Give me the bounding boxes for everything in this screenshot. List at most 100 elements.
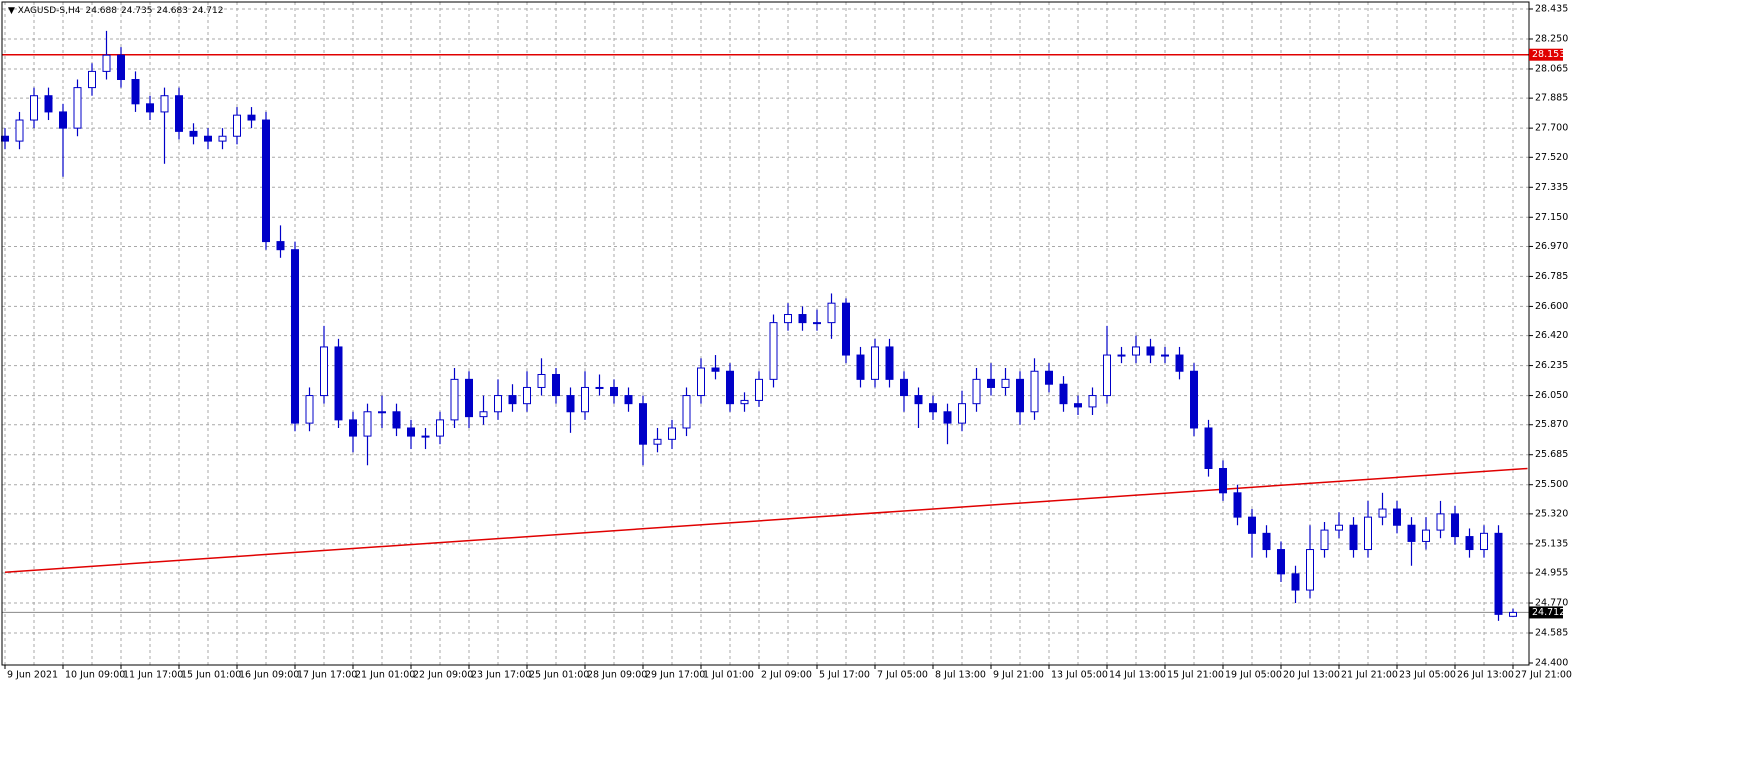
x-tick-label: 22 Jun 09:00 xyxy=(413,670,473,681)
y-tick-label: 26.970 xyxy=(1535,241,1568,252)
x-tick-label: 25 Jun 01:00 xyxy=(529,670,589,681)
y-tick-label: 24.770 xyxy=(1535,598,1568,609)
candle-body xyxy=(581,386,589,413)
candle-body xyxy=(450,378,459,421)
candle-body xyxy=(929,403,937,413)
x-tick-label: 21 Jun 01:00 xyxy=(355,670,415,681)
x-tick-label: 17 Jun 17:00 xyxy=(297,670,357,681)
candle-body xyxy=(1,135,9,142)
chart-header: ▼ XAGUSD-S,H4 24.688 24.735 24.683 24.712 xyxy=(8,6,223,16)
candle-body xyxy=(610,386,618,397)
candle-body xyxy=(697,367,705,397)
candle-body xyxy=(987,378,995,388)
level-price-label: 28.153 xyxy=(1532,49,1565,60)
x-tick-label: 15 Jun 01:00 xyxy=(181,670,241,681)
candle-body xyxy=(943,411,952,424)
y-tick-label: 27.150 xyxy=(1535,212,1568,223)
candle-body xyxy=(436,419,444,437)
candle-body xyxy=(1277,549,1285,575)
candle-body xyxy=(421,435,430,438)
x-tick-label: 1 Jul 01:00 xyxy=(703,670,754,681)
candle-body xyxy=(1219,468,1227,494)
candle-body xyxy=(392,411,401,429)
candle-body xyxy=(189,130,198,137)
candle-body xyxy=(1364,516,1372,551)
candle-body xyxy=(1074,403,1082,408)
candle-body xyxy=(1146,346,1155,356)
x-tick-label: 7 Jul 05:00 xyxy=(877,670,928,681)
candle-body xyxy=(175,95,183,132)
candle-body xyxy=(639,403,647,445)
candle-body xyxy=(769,322,778,380)
candle-body xyxy=(871,346,879,380)
candle-body xyxy=(334,346,343,421)
x-tick-label: 13 Jul 05:00 xyxy=(1051,670,1108,681)
x-tick-label: 10 Jun 09:00 xyxy=(65,670,125,681)
header-high: 24.735 xyxy=(121,6,153,16)
candle-body xyxy=(1335,524,1343,531)
x-tick-label: 15 Jul 21:00 xyxy=(1167,670,1224,681)
candle-body xyxy=(117,54,125,81)
candle-body xyxy=(218,135,227,142)
y-tick-label: 28.250 xyxy=(1535,33,1568,44)
x-tick-label: 26 Jul 13:00 xyxy=(1457,670,1514,681)
candle-body xyxy=(15,119,24,142)
candle-body xyxy=(494,395,502,413)
candle-body xyxy=(624,395,633,405)
candle-body xyxy=(131,79,140,105)
x-tick-label: 5 Jul 17:00 xyxy=(819,670,870,681)
candle-body xyxy=(1016,378,1024,413)
x-tick-label: 8 Jul 13:00 xyxy=(935,670,986,681)
candle-body xyxy=(465,378,473,418)
x-tick-label: 14 Jul 13:00 xyxy=(1109,670,1166,681)
y-tick-label: 27.520 xyxy=(1535,152,1568,163)
candle-body xyxy=(552,373,560,397)
candle-body xyxy=(798,314,807,324)
candle-body xyxy=(30,95,38,121)
candle-body xyxy=(305,395,314,424)
candle-body xyxy=(146,103,154,113)
candle-body xyxy=(885,346,894,380)
candle-body xyxy=(88,70,96,89)
candle-body xyxy=(349,419,357,437)
candle-body xyxy=(566,395,575,413)
candle-body xyxy=(247,114,256,121)
candle-body xyxy=(1001,378,1010,388)
header-open: 24.688 xyxy=(85,6,117,16)
x-tick-label: 28 Jun 09:00 xyxy=(587,670,647,681)
x-tick-label: 20 Jul 13:00 xyxy=(1283,670,1340,681)
axes: 28.435 28.250 28.065 27.885 27.700 27.520 27.3… xyxy=(4,4,1572,681)
bid-price-box xyxy=(1529,606,1563,619)
y-tick-label: 26.785 xyxy=(1535,271,1568,282)
candle-body xyxy=(1088,395,1097,408)
candle-body xyxy=(73,87,82,129)
candle-body xyxy=(1436,513,1445,531)
candle-body xyxy=(523,386,531,405)
candle-body xyxy=(204,135,212,142)
candle-body xyxy=(1393,508,1401,526)
y-tick-label: 28.435 xyxy=(1535,4,1568,15)
x-tick-label: 29 Jun 17:00 xyxy=(645,670,705,681)
candle-body xyxy=(1378,508,1387,518)
candle-body xyxy=(842,302,850,356)
level-price-box xyxy=(1529,48,1563,61)
header-close: 24.712 xyxy=(192,6,224,16)
candle-body xyxy=(407,427,415,437)
y-tick-label: 27.700 xyxy=(1535,123,1568,134)
candle-body xyxy=(363,411,372,437)
candle-body xyxy=(668,427,676,440)
candle-body xyxy=(102,54,111,72)
y-tick-label: 24.400 xyxy=(1535,658,1568,669)
candle-body xyxy=(914,395,923,405)
candle-body xyxy=(972,378,981,405)
candle-body xyxy=(1291,573,1300,591)
y-tick-label: 26.235 xyxy=(1535,360,1568,371)
x-tick-label: 9 Jul 21:00 xyxy=(993,670,1044,681)
trendline xyxy=(4,467,1528,573)
candle-body xyxy=(378,411,386,414)
candle-body xyxy=(1509,611,1517,617)
y-tick-label: 28.065 xyxy=(1535,63,1568,74)
y-tick-label: 25.870 xyxy=(1535,419,1568,430)
